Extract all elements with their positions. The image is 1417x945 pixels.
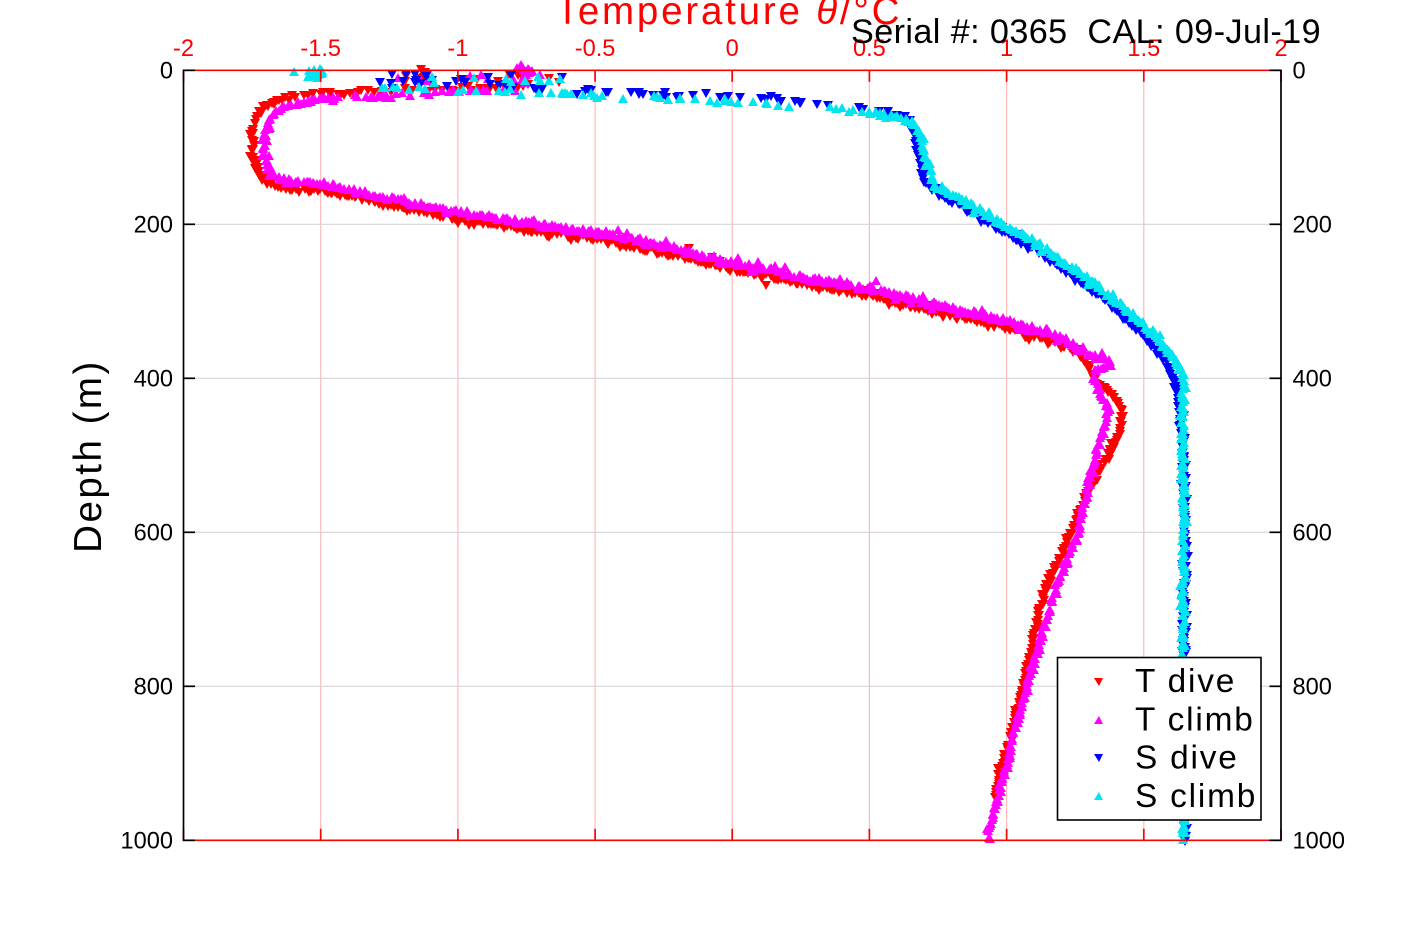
svg-text:-1.5: -1.5 xyxy=(300,36,341,62)
svg-text:T dive: T dive xyxy=(1135,663,1236,700)
svg-text:-2: -2 xyxy=(173,36,194,62)
svg-text:1: 1 xyxy=(1000,36,1013,62)
svg-text:0: 0 xyxy=(1293,59,1306,85)
svg-text:S dive: S dive xyxy=(1135,740,1239,777)
svg-text:Depth (m): Depth (m) xyxy=(67,359,110,553)
svg-text:1000: 1000 xyxy=(121,829,174,855)
svg-text:600: 600 xyxy=(134,521,173,547)
svg-text:800: 800 xyxy=(134,675,173,701)
svg-text:T climb: T climb xyxy=(1135,701,1255,738)
svg-text:-0.5: -0.5 xyxy=(575,36,616,62)
svg-text:S climb: S climb xyxy=(1135,778,1257,815)
svg-text:1.5: 1.5 xyxy=(1127,36,1160,62)
svg-text:600: 600 xyxy=(1293,521,1332,547)
svg-text:2: 2 xyxy=(1274,36,1287,62)
svg-text:200: 200 xyxy=(1293,213,1332,239)
svg-text:0.5: 0.5 xyxy=(853,36,886,62)
svg-text:800: 800 xyxy=(1293,675,1332,701)
svg-text:1000: 1000 xyxy=(1293,829,1346,855)
svg-text:Serial #: 0365 CAL: 09-Jul-19: Serial #: 0365 CAL: 09-Jul-19 xyxy=(851,13,1321,51)
svg-text:200: 200 xyxy=(134,213,173,239)
svg-text:0: 0 xyxy=(160,59,173,85)
svg-text:400: 400 xyxy=(134,367,173,393)
svg-text:Temperature θ/°C: Temperature θ/°C xyxy=(556,0,902,33)
svg-text:400: 400 xyxy=(1293,367,1332,393)
svg-text:0: 0 xyxy=(726,36,739,62)
svg-text:-1: -1 xyxy=(447,36,468,62)
